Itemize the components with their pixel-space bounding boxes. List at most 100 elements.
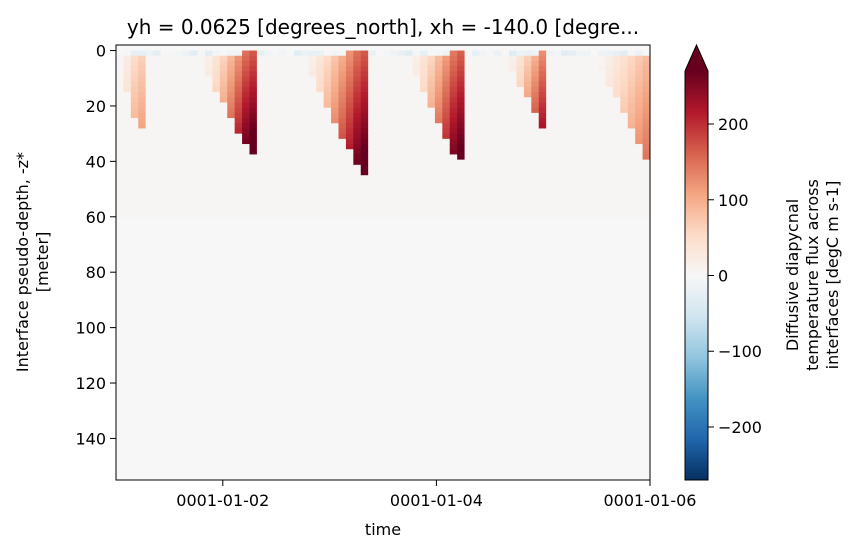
heatmap-cell	[227, 107, 236, 114]
heatmap-cell	[479, 196, 488, 202]
heatmap-cell	[145, 55, 154, 62]
heatmap-cell	[642, 159, 651, 166]
heatmap-cell	[353, 149, 362, 155]
heatmap-cell	[338, 149, 347, 155]
heatmap-cell	[145, 107, 154, 114]
heatmap-cell	[464, 128, 473, 135]
heatmap-cell	[531, 180, 540, 187]
heatmap-cell	[516, 196, 525, 202]
heatmap-cell	[279, 123, 287, 129]
heatmap-cell	[486, 123, 495, 129]
heatmap-cell	[331, 170, 339, 176]
heatmap-cell	[286, 138, 295, 145]
heatmap-cell	[568, 50, 577, 57]
heatmap-cell	[227, 97, 236, 103]
heatmap-cell	[405, 118, 414, 124]
heatmap-cell	[434, 112, 443, 119]
heatmap-cell	[160, 175, 169, 181]
heatmap-cell	[561, 128, 569, 135]
heatmap-cell	[242, 196, 250, 202]
heatmap-cell	[472, 81, 480, 88]
heatmap-cell	[583, 144, 592, 150]
heatmap-cell	[457, 92, 465, 98]
heatmap-cell	[360, 112, 369, 119]
heatmap-cell	[464, 50, 473, 57]
heatmap-cell	[479, 97, 488, 103]
heatmap-cell	[353, 144, 362, 150]
colorbar-label: Diffusive diapycnal temperature flux acr…	[783, 179, 842, 371]
heatmap-cell	[612, 185, 621, 192]
heatmap-cell	[561, 180, 569, 187]
heatmap-cell	[598, 66, 606, 72]
heatmap-cell	[175, 55, 184, 62]
heatmap-cell	[116, 97, 124, 103]
heatmap-cell	[434, 138, 443, 145]
heatmap-cell	[331, 154, 339, 161]
heatmap-cell	[494, 211, 503, 218]
heatmap-cell	[509, 55, 517, 62]
heatmap-cell	[523, 112, 532, 119]
heatmap-cell	[308, 107, 317, 114]
heatmap-cell	[242, 76, 250, 83]
heatmap-cell	[449, 60, 458, 67]
heatmap-cell	[590, 211, 599, 218]
heatmap-cell	[308, 97, 317, 103]
heatmap-cell	[405, 138, 414, 145]
heatmap-cell	[635, 133, 643, 140]
heatmap-cell	[345, 133, 354, 140]
heatmap-cell	[442, 55, 451, 62]
heatmap-cell	[375, 190, 384, 197]
heatmap-cell	[279, 154, 287, 161]
heatmap-cell	[227, 92, 236, 98]
heatmap-cell	[271, 190, 280, 197]
heatmap-cell	[627, 149, 636, 155]
heatmap-cell	[509, 144, 517, 150]
heatmap-cell	[256, 175, 265, 181]
heatmap-cell	[383, 128, 391, 135]
heatmap-cell	[412, 185, 421, 192]
heatmap-cell	[509, 159, 517, 166]
heatmap-cell	[242, 50, 250, 57]
heatmap-cell	[501, 211, 510, 218]
heatmap-cell	[523, 206, 532, 212]
heatmap-cell	[167, 175, 176, 181]
heatmap-cell	[375, 102, 384, 109]
heatmap-cell	[160, 154, 169, 161]
heatmap-cell	[212, 180, 221, 187]
heatmap-cell	[635, 190, 643, 197]
heatmap-cell	[457, 128, 465, 135]
heatmap-cell	[412, 206, 421, 212]
heatmap-cell	[264, 112, 273, 119]
heatmap-cell	[494, 112, 503, 119]
heatmap-cell	[338, 170, 347, 176]
heatmap-cell	[271, 154, 280, 161]
heatmap-cell	[123, 196, 132, 202]
heatmap-cell	[301, 128, 310, 135]
heatmap-cell	[345, 206, 354, 212]
heatmap-cell	[219, 55, 228, 62]
heatmap-cell	[538, 164, 547, 171]
heatmap-cell	[368, 201, 376, 207]
heatmap-cell	[486, 86, 495, 93]
heatmap-cell	[264, 159, 273, 166]
heatmap-cell	[242, 211, 250, 218]
heatmap-cell	[553, 50, 562, 57]
heatmap-cell	[486, 180, 495, 187]
heatmap-cell	[175, 149, 184, 155]
heatmap-cell	[590, 164, 599, 171]
heatmap-cell	[205, 196, 213, 202]
heatmap-cell	[472, 138, 480, 145]
heatmap-cell	[375, 118, 384, 124]
colorbar-extend-triangle	[685, 45, 708, 71]
heatmap-cell	[598, 201, 606, 207]
heatmap-cell	[271, 118, 280, 124]
heatmap-cell	[167, 164, 176, 171]
heatmap-cell	[590, 112, 599, 119]
heatmap-cell	[605, 154, 614, 161]
heatmap-cell	[553, 81, 562, 88]
heatmap-cell	[635, 211, 643, 218]
heatmap-cell	[457, 97, 465, 103]
heatmap-cell	[449, 97, 458, 103]
heatmap-cell	[420, 175, 428, 181]
heatmap-cell	[294, 196, 302, 202]
